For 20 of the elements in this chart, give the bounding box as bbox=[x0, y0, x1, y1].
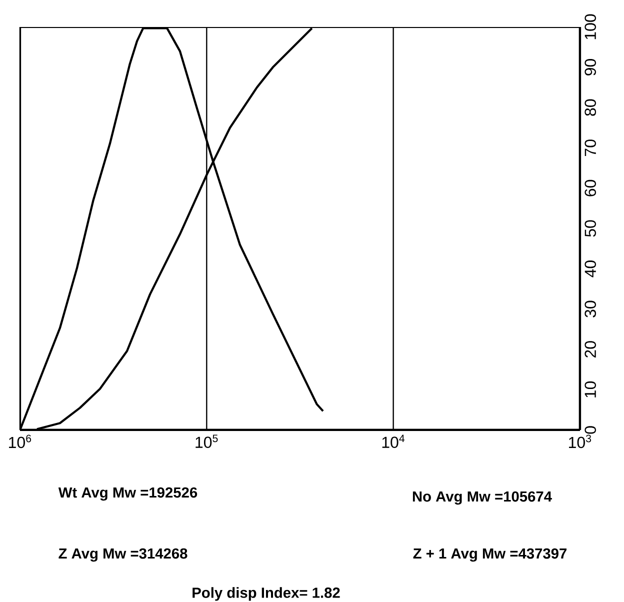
y-tick-label: 20 bbox=[584, 341, 596, 358]
y-tick-label: 0 bbox=[584, 426, 596, 434]
text: No Avg Mw =105674 bbox=[412, 491, 552, 505]
y-tick-label: 50 bbox=[584, 220, 596, 237]
y-tick-label: 10 bbox=[584, 381, 596, 398]
x-tick-label: 10$^{4}$ bbox=[382, 434, 405, 448]
text: Z + 1 Avg Mw =437397 bbox=[413, 548, 567, 562]
text: Wt Avg Mw =192526 bbox=[58, 487, 198, 501]
x-tick-label: 10$^{6}$ bbox=[9, 434, 32, 448]
x-tick-label: 10$^{3}$ bbox=[569, 434, 592, 448]
x-tick-label: 10$^{5}$ bbox=[196, 434, 218, 448]
text: Z Avg Mw =314268 bbox=[58, 548, 188, 562]
y-tick-label: 40 bbox=[584, 260, 596, 278]
y-tick-label: 90 bbox=[584, 59, 596, 76]
text: Poly disp Index= 1.82 bbox=[192, 587, 340, 601]
y-tick-label: 70 bbox=[584, 140, 596, 156]
y-tick-label: 80 bbox=[584, 99, 596, 116]
y-tick-label: 100 bbox=[584, 14, 596, 40]
y-tick-label: 30 bbox=[584, 300, 596, 318]
y-tick-label: 60 bbox=[584, 180, 596, 196]
